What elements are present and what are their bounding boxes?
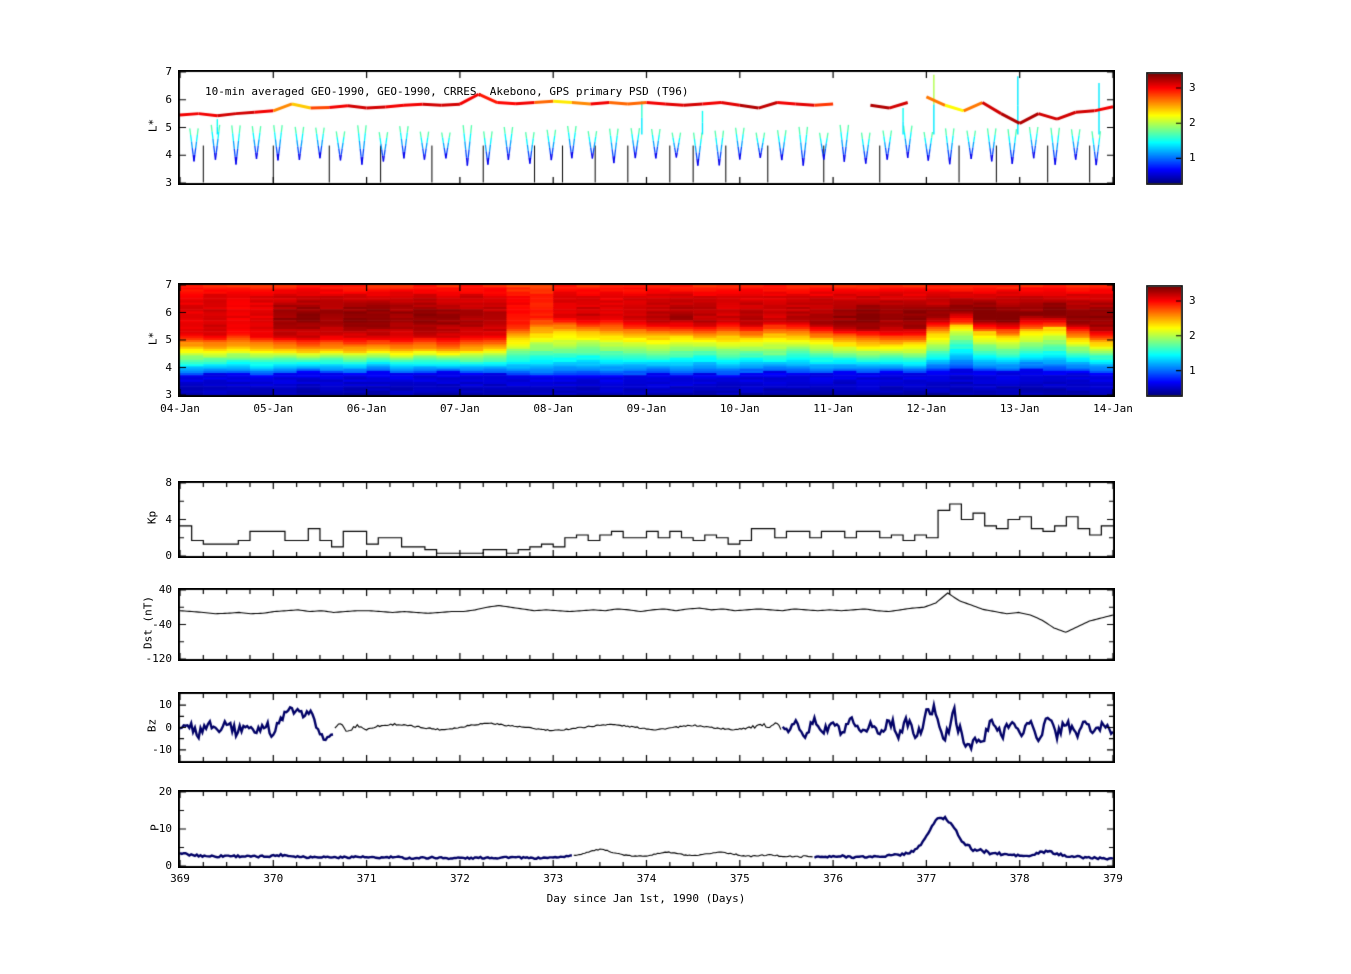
y-tick-label: -10: [152, 742, 172, 756]
y-tick-label: 10: [158, 822, 172, 835]
colorbar-tick-label: 2: [1189, 328, 1196, 342]
date-label: 10-Jan: [719, 402, 760, 415]
x-tick-label: 369: [170, 872, 190, 885]
x-tick-label: 375: [729, 872, 750, 885]
date-label: 09-Jan: [626, 402, 667, 415]
date-label: 11-Jan: [813, 402, 853, 415]
date-label: 13-Jan: [999, 402, 1040, 415]
y-tick-label: 6: [165, 305, 172, 319]
y-tick-label: 6: [165, 92, 172, 106]
x-tick-label: 374: [636, 872, 657, 885]
y-tick-label: 8: [165, 476, 172, 489]
x-axis-label: Day since Jan 1st, 1990 (Days): [546, 892, 746, 905]
x-tick-label: 371: [356, 872, 377, 885]
y-tick-label: 3: [165, 176, 172, 189]
y-tick-label: 5: [165, 120, 172, 134]
colorbar-tick-label: 1: [1189, 151, 1196, 165]
date-label: 14-Jan: [1093, 402, 1133, 415]
x-tick-label: 379: [1103, 872, 1123, 885]
colorbar-tick-label: 3: [1189, 81, 1196, 95]
psd-heatmap-canvas: [178, 283, 1115, 397]
y-tick-label: 20: [158, 785, 172, 798]
x-tick-label: 376: [823, 872, 844, 885]
colorbar-top-canvas: [1146, 72, 1183, 185]
date-label: 12-Jan: [906, 402, 947, 415]
x-tick-label: 370: [263, 872, 284, 885]
date-label: 04-Jan: [160, 402, 200, 415]
y-tick-label: -120: [145, 652, 173, 665]
colorbar-tick-label: 3: [1189, 293, 1196, 307]
y-tick-label: 0: [165, 549, 172, 562]
colorbar-heatmap-canvas: [1146, 285, 1183, 397]
y-tick-label: 10: [158, 698, 172, 712]
x-tick-label: 377: [916, 872, 937, 885]
bz-canvas: [178, 692, 1115, 763]
p-canvas: [178, 790, 1115, 868]
y-tick-label: 40: [158, 583, 172, 596]
date-label: 08-Jan: [533, 402, 574, 415]
dst-canvas: [178, 588, 1115, 661]
colorbar-tick-label: 2: [1189, 116, 1196, 130]
y-tick-label: 3: [165, 388, 172, 401]
psd-track-canvas: [178, 70, 1115, 185]
x-tick-label: 372: [449, 872, 470, 885]
y-tick-label: 5: [165, 333, 172, 346]
y-tick-label: 4: [165, 512, 172, 526]
y-tick-label: 4: [165, 148, 172, 162]
y-tick-label: 7: [165, 278, 172, 291]
date-label: 05-Jan: [253, 402, 294, 415]
y-tick-label: 4: [165, 360, 172, 374]
date-label: 07-Jan: [440, 402, 480, 415]
x-tick-label: 378: [1009, 872, 1030, 885]
y-tick-label: 7: [165, 65, 172, 78]
y-tick-label: 0: [165, 720, 172, 734]
colorbar-tick-label: 1: [1189, 363, 1196, 377]
date-label: 06-Jan: [346, 402, 387, 415]
y-tick-label: 0: [165, 859, 172, 872]
x-tick-label: 373: [543, 872, 564, 885]
kp-canvas: [178, 481, 1115, 558]
y-tick-label: -40: [152, 617, 172, 631]
